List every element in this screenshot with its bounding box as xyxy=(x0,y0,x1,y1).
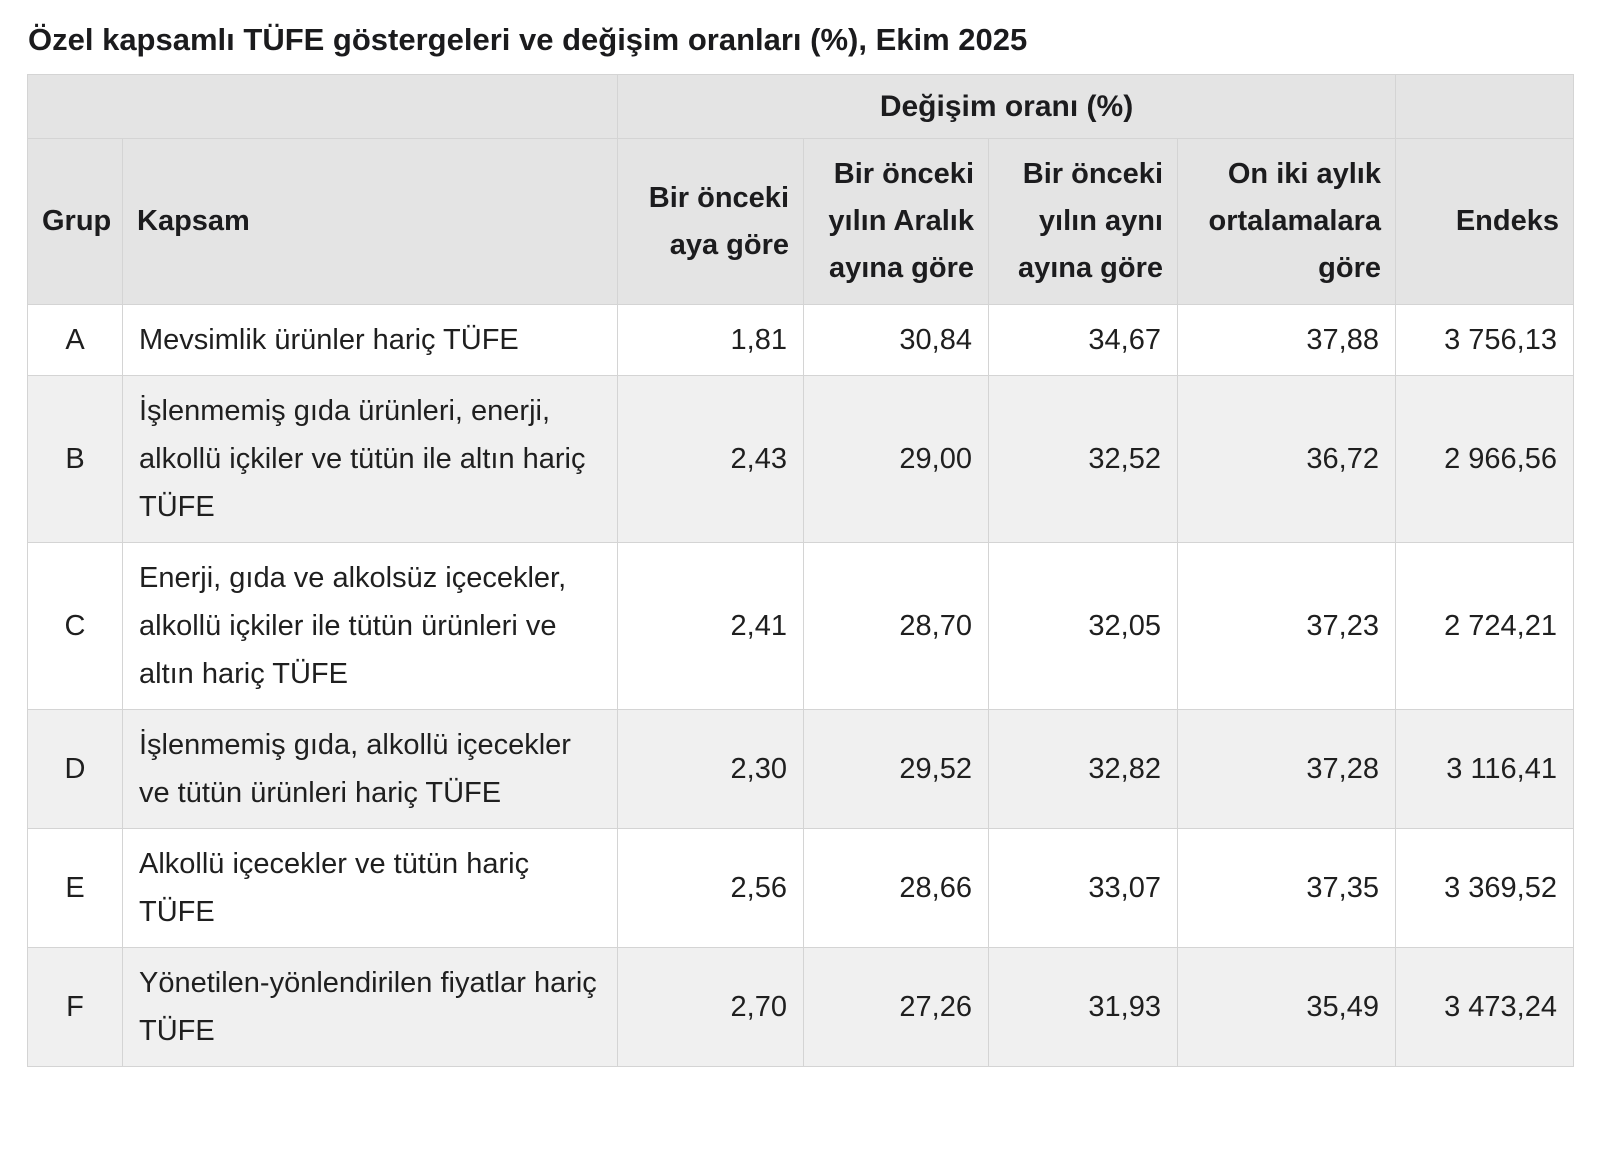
column-header-kapsam: Kapsam xyxy=(122,138,618,306)
cell-previous-month-change: 2,30 xyxy=(617,709,804,830)
column-header-twelve-month-average: On iki aylık ortalamalara göre xyxy=(1177,138,1396,306)
cell-twelve-month-average-change: 37,35 xyxy=(1177,828,1396,949)
table-row: F Yönetilen-yönlendirilen fiyatlar hariç … xyxy=(27,947,1574,1068)
page: Özel kapsamlı TÜFE göstergeleri ve değiş… xyxy=(27,22,1574,1068)
table-row: A Mevsimlik ürünler hariç TÜFE 1,81 30,84 34… xyxy=(27,304,1574,377)
cell-previous-month-change: 2,56 xyxy=(617,828,804,949)
cell-kapsam: Alkollü içecekler ve tütün hariç TÜFE xyxy=(122,828,618,949)
cell-grup: B xyxy=(27,375,123,544)
cell-endeks: 3 756,13 xyxy=(1395,304,1574,377)
cell-previous-month-change: 2,41 xyxy=(617,542,804,711)
column-header-endeks: Endeks xyxy=(1395,138,1574,306)
cell-same-month-previous-year-change: 32,05 xyxy=(988,542,1178,711)
column-header-same-month-previous-year: Bir önceki yılın aynı ayına göre xyxy=(988,138,1178,306)
cell-endeks: 3 473,24 xyxy=(1395,947,1574,1068)
table-head: Değişim oranı (%) Grup Kapsam Bir önceki… xyxy=(27,74,1574,306)
page-title: Özel kapsamlı TÜFE göstergeleri ve değiş… xyxy=(28,22,1028,57)
table-header-row: Grup Kapsam Bir önceki aya göre Bir önce… xyxy=(27,138,1574,306)
column-header-grup: Grup xyxy=(27,138,123,306)
cell-same-month-previous-year-change: 34,67 xyxy=(988,304,1178,377)
cell-endeks: 2 966,56 xyxy=(1395,375,1574,544)
tufe-indicators-table: Değişim oranı (%) Grup Kapsam Bir önceki… xyxy=(27,74,1574,1068)
cell-kapsam: Yönetilen-yönlendirilen fiyatlar hariç T… xyxy=(122,947,618,1068)
cell-since-december-change: 29,52 xyxy=(803,709,989,830)
cell-grup: A xyxy=(27,304,123,377)
group-header-spacer-left xyxy=(27,74,618,140)
cell-grup: C xyxy=(27,542,123,711)
cell-same-month-previous-year-change: 32,52 xyxy=(988,375,1178,544)
cell-kapsam: Enerji, gıda ve alkolsüz içecekler, alko… xyxy=(122,542,618,711)
cell-previous-month-change: 2,70 xyxy=(617,947,804,1068)
cell-previous-month-change: 2,43 xyxy=(617,375,804,544)
cell-since-december-change: 27,26 xyxy=(803,947,989,1068)
cell-same-month-previous-year-change: 33,07 xyxy=(988,828,1178,949)
cell-grup: D xyxy=(27,709,123,830)
cell-since-december-change: 28,66 xyxy=(803,828,989,949)
cell-kapsam: Mevsimlik ürünler hariç TÜFE xyxy=(122,304,618,377)
table-group-header-row: Değişim oranı (%) xyxy=(27,74,1574,140)
table-row: E Alkollü içecekler ve tütün hariç TÜFE 2,… xyxy=(27,828,1574,949)
cell-twelve-month-average-change: 37,23 xyxy=(1177,542,1396,711)
cell-kapsam: İşlenmemiş gıda, alkollü içecekler ve tü… xyxy=(122,709,618,830)
table-row: D İşlenmemiş gıda, alkollü içecekler ve t… xyxy=(27,709,1574,830)
cell-since-december-change: 29,00 xyxy=(803,375,989,544)
group-header-degisim-orani: Değişim oranı (%) xyxy=(617,74,1396,140)
table-body: A Mevsimlik ürünler hariç TÜFE 1,81 30,84 34… xyxy=(27,304,1574,1068)
cell-grup: F xyxy=(27,947,123,1068)
cell-same-month-previous-year-change: 32,82 xyxy=(988,709,1178,830)
cell-previous-month-change: 1,81 xyxy=(617,304,804,377)
cell-same-month-previous-year-change: 31,93 xyxy=(988,947,1178,1068)
cell-endeks: 3 116,41 xyxy=(1395,709,1574,830)
cell-twelve-month-average-change: 36,72 xyxy=(1177,375,1396,544)
group-header-spacer-right xyxy=(1395,74,1574,140)
cell-twelve-month-average-change: 37,28 xyxy=(1177,709,1396,830)
column-header-previous-month: Bir önceki aya göre xyxy=(617,138,804,306)
cell-twelve-month-average-change: 37,88 xyxy=(1177,304,1396,377)
cell-endeks: 2 724,21 xyxy=(1395,542,1574,711)
cell-endeks: 3 369,52 xyxy=(1395,828,1574,949)
cell-grup: E xyxy=(27,828,123,949)
cell-twelve-month-average-change: 35,49 xyxy=(1177,947,1396,1068)
column-header-since-december: Bir önceki yılın Aralık ayına göre xyxy=(803,138,989,306)
cell-since-december-change: 28,70 xyxy=(803,542,989,711)
cell-kapsam: İşlenmemiş gıda ürünleri, enerji, alkoll… xyxy=(122,375,618,544)
table-row: C Enerji, gıda ve alkolsüz içecekler, alk… xyxy=(27,542,1574,711)
table-row: B İşlenmemiş gıda ürünleri, enerji, alkol… xyxy=(27,375,1574,544)
cell-since-december-change: 30,84 xyxy=(803,304,989,377)
